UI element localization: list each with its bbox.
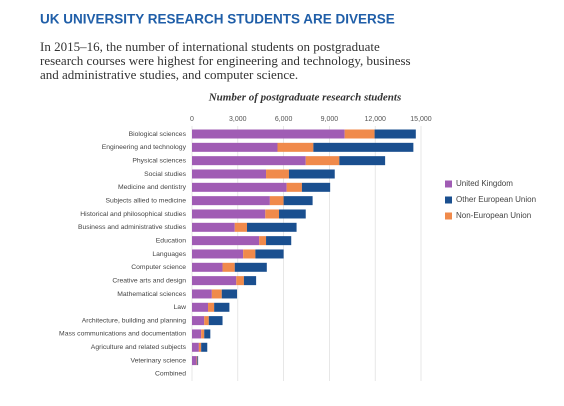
y-tick-label: Business and administrative studies bbox=[78, 224, 187, 231]
y-tick-label: Biological sciences bbox=[129, 131, 187, 138]
bar-segment bbox=[196, 356, 198, 366]
bar-segment bbox=[201, 329, 205, 339]
bar-segment bbox=[246, 222, 297, 232]
y-tick-label: Languages bbox=[152, 251, 186, 258]
bar-segment bbox=[255, 249, 284, 259]
bar-segment bbox=[221, 289, 238, 299]
bar-segment bbox=[344, 129, 375, 139]
x-tick-label: 0 bbox=[190, 116, 194, 123]
subtitle-line: research courses were highest for engine… bbox=[40, 53, 411, 68]
bar-segment bbox=[339, 156, 386, 166]
y-tick-label: Medicine and dentistry bbox=[118, 184, 187, 191]
bar-segment bbox=[192, 249, 244, 259]
bar-segment bbox=[305, 156, 340, 166]
axis-title: Number of postgraduate research students bbox=[208, 92, 402, 104]
bar-segment bbox=[266, 169, 289, 179]
legend-label: Other European Union bbox=[456, 195, 536, 204]
bar-segment bbox=[192, 236, 260, 246]
bar-segment bbox=[192, 156, 306, 166]
y-tick-label: Education bbox=[156, 237, 186, 244]
bar-segment bbox=[283, 196, 313, 206]
subtitle-line: In 2015–16, the number of international … bbox=[40, 39, 380, 54]
bar-segment bbox=[266, 236, 292, 246]
bar-segment bbox=[192, 289, 212, 299]
y-tick-label: Engineering and technology bbox=[102, 144, 187, 151]
bar-segment bbox=[192, 222, 235, 232]
bar-segment bbox=[222, 262, 235, 272]
legend-swatch bbox=[445, 180, 452, 188]
bar-segment bbox=[192, 342, 199, 352]
bar-segment bbox=[234, 222, 247, 232]
bar-segment bbox=[192, 262, 223, 272]
x-tick-label: 3,000 bbox=[229, 116, 247, 123]
bar-segment bbox=[192, 182, 287, 192]
x-tick-label: 9,000 bbox=[321, 116, 339, 123]
bar-segment bbox=[192, 356, 197, 366]
y-tick-label: Combined bbox=[155, 371, 186, 378]
x-tick-label: 12,000 bbox=[364, 116, 386, 123]
y-tick-label: Law bbox=[174, 304, 187, 311]
y-tick-label: Mathematical sciences bbox=[117, 291, 186, 298]
bar-segment bbox=[288, 169, 335, 179]
subtitle-line: and administrative studies, and computer… bbox=[40, 67, 298, 82]
y-tick-label: Creative arts and design bbox=[112, 277, 186, 284]
legend-swatch bbox=[445, 212, 452, 220]
y-tick-label: Computer science bbox=[131, 264, 186, 271]
bar-segment bbox=[201, 342, 208, 352]
bar-segment bbox=[192, 316, 205, 326]
bar-segment bbox=[204, 329, 211, 339]
bar-segment bbox=[243, 276, 257, 286]
x-tick-label: 15,000 bbox=[410, 116, 432, 123]
y-tick-label: Veterinary science bbox=[130, 357, 186, 364]
y-tick-label: Architecture, building and planning bbox=[82, 317, 187, 324]
legend-label: United Kingdom bbox=[456, 179, 513, 188]
bar-segment bbox=[208, 302, 215, 312]
bar-segment bbox=[198, 342, 202, 352]
y-tick-label: Historical and philosophical studies bbox=[80, 211, 186, 218]
bar-segment bbox=[192, 302, 209, 312]
bar-segment bbox=[234, 262, 267, 272]
bar-segment bbox=[374, 129, 416, 139]
y-tick-label: Agriculture and related subjects bbox=[91, 344, 187, 351]
y-tick-label: Mass communications and documentation bbox=[59, 331, 186, 338]
x-tick-label: 6,000 bbox=[275, 116, 293, 123]
bar-segment bbox=[211, 289, 222, 299]
bar-segment bbox=[301, 182, 331, 192]
bar-segment bbox=[286, 182, 302, 192]
bar-segment bbox=[243, 249, 256, 259]
y-tick-label: Social studies bbox=[144, 171, 187, 178]
bar-segment bbox=[192, 209, 266, 219]
bar-segment bbox=[204, 316, 209, 326]
legend-label: Non-European Union bbox=[456, 211, 531, 220]
bar-segment bbox=[192, 142, 278, 152]
bar-segment bbox=[236, 276, 244, 286]
bar-segment bbox=[192, 196, 270, 206]
bar-segment bbox=[279, 209, 306, 219]
bar-segment bbox=[192, 169, 267, 179]
bar-segment bbox=[197, 356, 199, 366]
bar-segment bbox=[192, 329, 202, 339]
bar-segment bbox=[269, 196, 284, 206]
bar-segment bbox=[265, 209, 280, 219]
bar-segment bbox=[192, 276, 237, 286]
bar-segment bbox=[214, 302, 230, 312]
y-tick-label: Subjects allied to medicine bbox=[106, 197, 187, 204]
legend-swatch bbox=[445, 196, 452, 204]
bar-segment bbox=[192, 129, 345, 139]
chart-title: UK UNIVERSITY RESEARCH STUDENTS ARE DIVE… bbox=[40, 12, 395, 27]
bar-segment bbox=[259, 236, 267, 246]
y-tick-label: Physical sciences bbox=[132, 157, 186, 164]
bar-segment bbox=[277, 142, 314, 152]
bar-segment bbox=[313, 142, 414, 152]
bar-segment bbox=[208, 316, 223, 326]
